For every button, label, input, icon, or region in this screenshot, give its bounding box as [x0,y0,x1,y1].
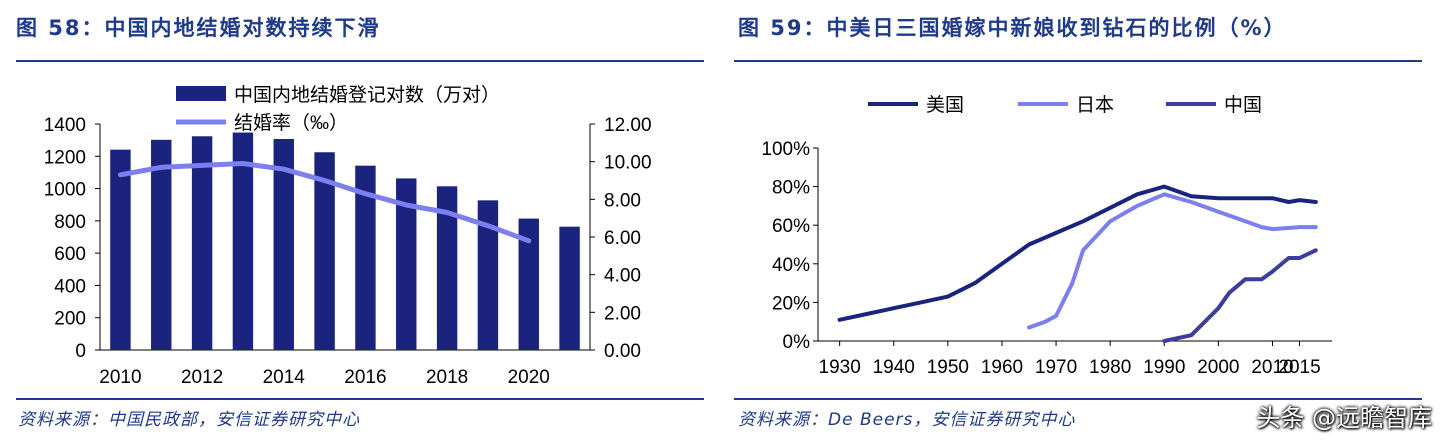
legend-bar-swatch [176,86,226,101]
figure-59-bottom-rule [734,398,1422,400]
legend-line-label: 结婚率（‰） [234,112,348,134]
y-axis-tick-label: 80% [772,178,810,199]
x-axis-tick-label: 2014 [263,367,306,388]
bar-2012 [191,136,213,350]
figure-58-bottom-rule [16,398,704,400]
x-axis-tick-label: 1990 [1143,357,1185,378]
x-axis-tick-label: 2010 [99,367,141,388]
left-axis-tick-label: 1400 [44,115,86,136]
series-line-0 [837,184,1318,322]
x-axis-tick-label: 1960 [981,357,1023,378]
figure-58-source: 资料来源：中国民政部，安信证券研究中心 [18,410,360,430]
y-axis-tick-label: 40% [772,255,810,276]
x-axis-tick-label: 1940 [873,357,915,378]
bar-2011 [151,139,172,350]
figure-59-title: 图 59：中美日三国婚嫁中新娘收到钻石的比例（%） [738,16,1287,40]
x-axis-tick-label: 2015 [1278,357,1320,378]
legend-label-0: 美国 [926,94,964,116]
x-axis-tick-label: 1930 [819,357,861,378]
left-axis-tick-label: 1200 [44,147,86,168]
series-line-2 [1162,248,1318,343]
right-axis-tick-label: 4.00 [604,266,641,287]
bar-2015 [314,152,335,350]
x-axis-tick-label: 2018 [426,367,468,388]
y-axis-tick-label: 0% [783,332,811,353]
bar-2013 [232,132,254,350]
x-axis-tick-label: 1950 [927,357,969,378]
left-axis-tick-label: 0 [75,341,86,362]
right-axis-tick-label: 8.00 [604,190,641,211]
x-axis-tick-label: 2020 [508,367,550,388]
figure-59-top-rule [734,60,1422,62]
bar-2010 [110,149,131,350]
left-axis-tick-label: 800 [54,212,86,233]
right-axis-tick-label: 12.00 [604,115,652,136]
x-axis-tick-label: 1980 [1089,357,1131,378]
bar-2018 [436,186,458,350]
right-axis-tick-label: 2.00 [604,303,641,324]
left-axis-tick-label: 1000 [44,180,86,201]
x-axis-tick-label: 2016 [344,367,386,388]
legend-label-1: 日本 [1076,94,1114,116]
marriage-rate-line [117,161,532,244]
right-axis-tick-label: 6.00 [604,228,641,249]
y-axis-tick-label: 100% [761,139,810,160]
figure-58-top-rule [16,60,704,62]
x-axis-tick-label: 1970 [1035,357,1077,378]
left-axis-tick-label: 600 [54,244,86,265]
y-axis-tick-label: 60% [772,216,810,237]
legend-bar-label: 中国内地结婚登记对数（万对） [234,84,500,106]
figure-59-panel: 图 59：中美日三国婚嫁中新娘收到钻石的比例（%） 0% 20% 40% 60% 80%… [734,0,1442,440]
bar-2016 [355,165,376,350]
bar-2019 [477,200,499,350]
legend-label-2: 中国 [1224,94,1262,116]
right-axis-tick-label: 0.00 [604,341,641,362]
bar-2021 [559,226,580,350]
figure-58-panel: 图 58：中国内地结婚对数持续下滑 0 200 400 600 800 1000 1200 1… [0,0,710,440]
bar-2020 [518,218,539,350]
y-axis-tick-label: 20% [772,293,810,314]
figure-59-source: 资料来源：De Beers，安信证券研究中心 [738,410,1076,430]
x-axis-tick-label: 2012 [181,367,223,388]
marriage-bar-line-chart: 0 200 400 600 800 1000 1200 1400 0.00 2.00 4.00 6.0… [44,84,652,388]
x-axis-tick-label: 2000 [1197,357,1239,378]
x-axis-tick-label: 2010 [1251,357,1293,378]
diamond-share-line-chart: 0% 20% 40% 60% 80% 100% 1930 1940 1950 1960 1970 19… [761,94,1332,378]
left-axis-tick-label: 200 [54,309,86,330]
right-axis-tick-label: 10.00 [604,153,652,174]
left-axis-tick-label: 400 [54,276,86,297]
series-line-1 [1027,192,1318,330]
bar-2014 [273,139,294,350]
bar-2017 [396,178,417,350]
watermark: 头条 @远瞻智库 [1256,404,1432,432]
figure-58-title: 图 58：中国内地结婚对数持续下滑 [16,16,381,40]
